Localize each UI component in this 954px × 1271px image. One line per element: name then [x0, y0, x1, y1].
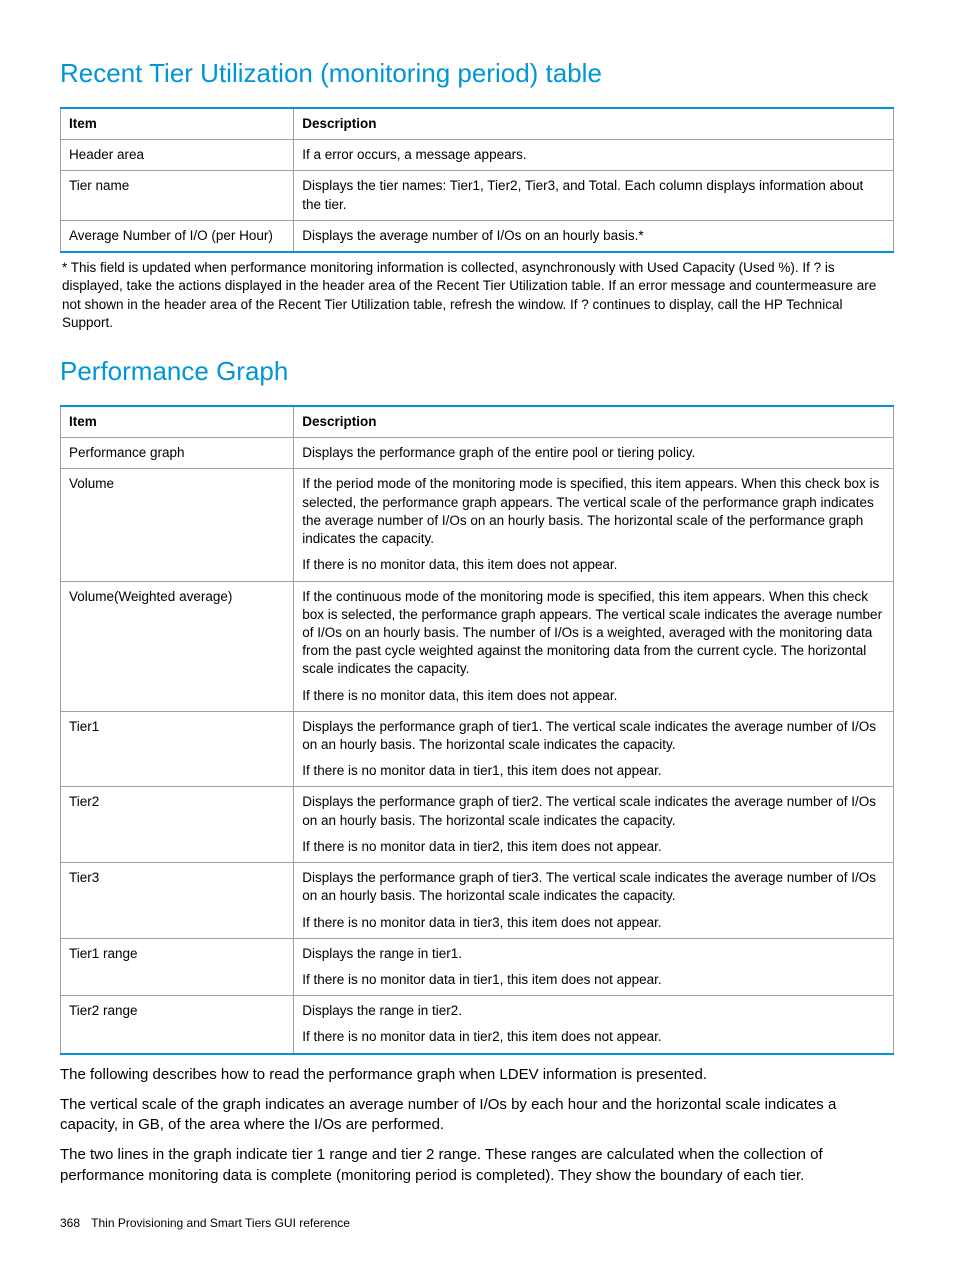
- description-paragraph: Displays the performance graph of tier2.…: [302, 793, 885, 829]
- description-paragraph: If there is no monitor data, this item d…: [302, 687, 885, 705]
- description-paragraph: Displays the range in tier1.: [302, 945, 885, 963]
- description-paragraph: Displays the tier names: Tier1, Tier2, T…: [302, 177, 885, 213]
- table-row: Tier3Displays the performance graph of t…: [61, 863, 894, 939]
- table-header-row: Item Description: [61, 108, 894, 140]
- col-header-description: Description: [294, 406, 894, 438]
- cell-item: Volume(Weighted average): [61, 581, 294, 711]
- description-paragraph: Displays the range in tier2.: [302, 1002, 885, 1020]
- table-row: Tier2Displays the performance graph of t…: [61, 787, 894, 863]
- description-paragraph: If there is no monitor data in tier1, th…: [302, 971, 885, 989]
- table-row: Tier1Displays the performance graph of t…: [61, 711, 894, 787]
- cell-item: Average Number of I/O (per Hour): [61, 220, 294, 252]
- description-paragraph: If there is no monitor data in tier3, th…: [302, 914, 885, 932]
- recent-tier-footnote: * This field is updated when performance…: [62, 259, 892, 332]
- body-paragraph: The two lines in the graph indicate tier…: [60, 1145, 894, 1186]
- cell-description: Displays the performance graph of tier1.…: [294, 711, 894, 787]
- table-row: Header area If a error occurs, a message …: [61, 140, 894, 171]
- cell-item: Tier2: [61, 787, 294, 863]
- col-header-item: Item: [61, 406, 294, 438]
- cell-description: Displays the range in tier2. If there is …: [294, 996, 894, 1054]
- description-paragraph: If a error occurs, a message appears.: [302, 146, 885, 164]
- body-paragraph: The vertical scale of the graph indicate…: [60, 1095, 894, 1136]
- body-paragraph: The following describes how to read the …: [60, 1065, 894, 1085]
- description-paragraph: Displays the performance graph of the en…: [302, 444, 885, 462]
- page-content: Recent Tier Utilization (monitoring peri…: [0, 0, 954, 1270]
- description-paragraph: Displays the performance graph of tier1.…: [302, 718, 885, 754]
- description-paragraph: If the period mode of the monitoring mod…: [302, 475, 885, 548]
- description-paragraph: If the continuous mode of the monitoring…: [302, 588, 885, 679]
- cell-item: Tier3: [61, 863, 294, 939]
- description-paragraph: If there is no monitor data in tier2, th…: [302, 1028, 885, 1046]
- table-row: Tier1 range Displays the range in tier1. I…: [61, 938, 894, 995]
- page-footer: 368 Thin Provisioning and Smart Tiers GU…: [60, 1216, 894, 1230]
- cell-item: Header area: [61, 140, 294, 171]
- description-paragraph: If there is no monitor data in tier2, th…: [302, 838, 885, 856]
- table-header-row: Item Description: [61, 406, 894, 438]
- cell-description: Displays the range in tier1. If there is …: [294, 938, 894, 995]
- description-paragraph: If there is no monitor data, this item d…: [302, 556, 885, 574]
- col-header-description: Description: [294, 108, 894, 140]
- page-number: 368: [60, 1216, 80, 1230]
- table-row: Tier2 range Displays the range in tier2. I…: [61, 996, 894, 1054]
- recent-tier-table: Item Description Header area If a error o…: [60, 107, 894, 253]
- description-paragraph: Displays the average number of I/Os on a…: [302, 227, 885, 245]
- table-row: Tier nameDisplays the tier names: Tier1,…: [61, 171, 894, 220]
- cell-description: If the continuous mode of the monitoring…: [294, 581, 894, 711]
- body-paragraphs: The following describes how to read the …: [60, 1065, 894, 1186]
- table-row: Volume(Weighted average)If the continuou…: [61, 581, 894, 711]
- table-row: VolumeIf the period mode of the monitori…: [61, 469, 894, 581]
- cell-item: Tier1: [61, 711, 294, 787]
- table-row: Average Number of I/O (per Hour) Displays…: [61, 220, 894, 252]
- table-row: Performance graph Displays the performanc…: [61, 438, 894, 469]
- cell-item: Performance graph: [61, 438, 294, 469]
- cell-description: Displays the tier names: Tier1, Tier2, T…: [294, 171, 894, 220]
- cell-item: Tier2 range: [61, 996, 294, 1054]
- cell-description: Displays the performance graph of tier2.…: [294, 787, 894, 863]
- section-heading-performance-graph: Performance Graph: [60, 356, 894, 387]
- section-heading-recent-tier: Recent Tier Utilization (monitoring peri…: [60, 58, 894, 89]
- cell-description: If a error occurs, a message appears.: [294, 140, 894, 171]
- cell-description: Displays the performance graph of the en…: [294, 438, 894, 469]
- cell-description: If the period mode of the monitoring mod…: [294, 469, 894, 581]
- performance-graph-table: Item Description Performance graph Displa…: [60, 405, 894, 1055]
- description-paragraph: If there is no monitor data in tier1, th…: [302, 762, 885, 780]
- cell-description: Displays the average number of I/Os on a…: [294, 220, 894, 252]
- cell-item: Tier1 range: [61, 938, 294, 995]
- footer-title: Thin Provisioning and Smart Tiers GUI re…: [91, 1216, 350, 1230]
- cell-item: Volume: [61, 469, 294, 581]
- cell-description: Displays the performance graph of tier3.…: [294, 863, 894, 939]
- cell-item: Tier name: [61, 171, 294, 220]
- col-header-item: Item: [61, 108, 294, 140]
- description-paragraph: Displays the performance graph of tier3.…: [302, 869, 885, 905]
